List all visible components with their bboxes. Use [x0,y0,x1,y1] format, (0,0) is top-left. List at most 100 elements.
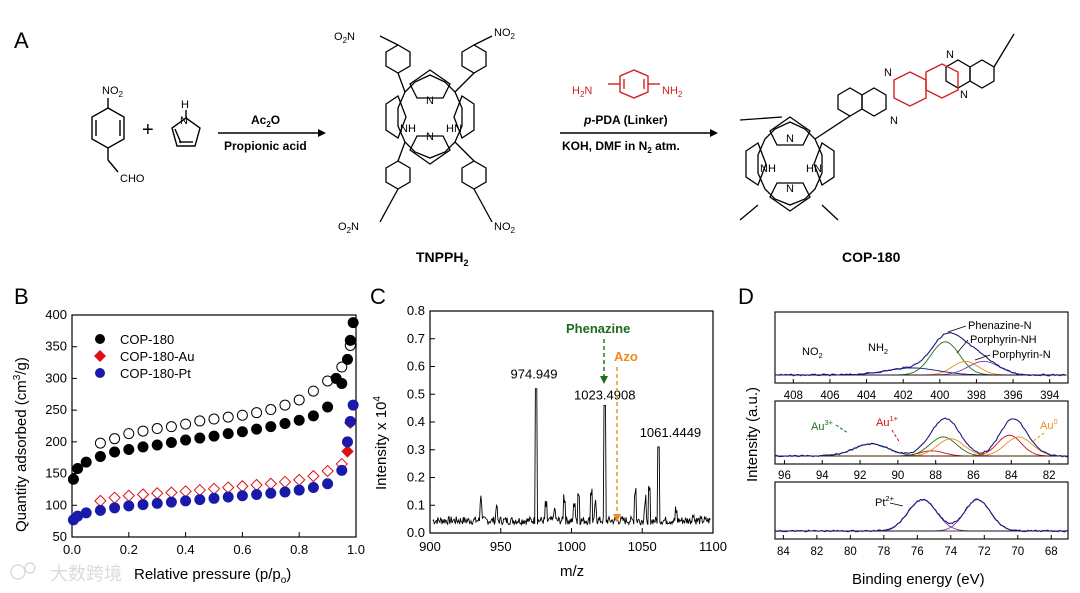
linker-nh2-left: H2N [572,85,592,99]
cop-n-3: N [946,49,954,61]
plot-c-xlabel: m/z [560,563,584,580]
b-point [165,486,178,499]
d-xtick-label: 396 [1003,390,1022,402]
xps-au4f-frame [774,400,1069,465]
xps-pt4f-frame [774,481,1069,540]
b-point [222,428,234,440]
b-point [251,423,263,435]
d-xtick-label: 80 [844,546,857,558]
d-component-curve [775,499,1068,532]
tnpph2-nitro-br: NO2 [494,221,516,235]
cop-n-2: N [890,115,898,127]
pointer-au3 [835,424,849,434]
b-point [165,421,177,433]
b-point [307,410,319,422]
legend-label-cop180-pt: COP-180-Pt [120,366,191,381]
label-nh2: NH2 [868,342,888,356]
cop180-phenazine-linker [893,63,959,107]
plot-d-ylabel: Intensity (a.u.) [744,387,761,482]
b-point [293,414,305,426]
d-xtick-label: 76 [911,546,924,558]
cop-n-top: N [786,133,794,145]
d-xtick-label: 400 [930,390,949,402]
plot-b-marks [67,317,359,526]
b-point [94,437,106,449]
b-point [236,426,248,438]
tnpph2-n-bottom: N [426,131,434,143]
d-xtick-label: 404 [857,390,877,402]
d-xtick-label: 70 [1011,546,1024,558]
b-point [336,464,348,476]
c-xtick-label: 1100 [699,539,727,554]
b-point [208,413,220,425]
b-point [265,404,277,416]
linker-nh2-right: NH2 [662,85,683,99]
panel-label-c: C [370,284,386,309]
plot-c-peak-labels: 974.949 1023.4908 1061.4449 [511,367,702,440]
c-xtick-label: 950 [490,539,512,554]
d-xtick-label: 88 [929,470,942,482]
d-xtick-label: 408 [784,390,803,402]
b-point [109,502,121,514]
pyrrole-structure [171,110,201,147]
b-point [151,497,163,509]
b-point [194,432,206,444]
d-xtick-label: 90 [891,470,904,482]
label-au0: Au0 [1040,417,1058,432]
b-point [278,475,292,489]
d-envelope-curve [774,498,1069,533]
b-point [180,495,192,507]
tnpph2-nh: NH [400,123,416,135]
b-point [250,478,263,492]
b-point [108,491,121,504]
d-envelope-curve [775,417,1069,458]
step2-reagent: p-PDA (Linker) [583,113,668,127]
pyrrole-h-label: H [181,99,189,111]
b-point [222,411,234,423]
tnpph2-nitro-tr: NO2 [494,27,516,41]
tnpph2-structure [379,35,493,223]
xps-n1s-frame [774,311,1069,384]
tnpph2-hn: HN [446,123,462,135]
reaction-arrow-1-head [318,129,326,137]
step2-conditions: KOH, DMF in N2 atm. [562,139,680,155]
b-ytick-label: 250 [45,402,67,417]
d-xtick-label: 92 [854,470,867,482]
panel-label-b: B [14,284,29,309]
b-point [150,487,164,500]
nitro-label: NO2 [102,85,124,99]
b-point [236,480,249,493]
pointer-au0 [1031,432,1045,443]
plus-sign: + [142,119,154,141]
b-xtick-label: 0.6 [233,542,251,557]
azo-arrow-head [613,514,621,522]
b-point [72,462,84,474]
plot-c-axes: 900 950 1000 1050 1100 0.0 0.1 0.2 0.3 0.4 0.5 0.6 0… [407,303,727,554]
b-point [80,507,92,519]
cop-nh: NH [760,163,776,175]
b-point [151,423,163,435]
b-point [109,446,121,458]
c-ytick-label: 0.2 [407,470,425,485]
phenazine-arrow-head [600,376,608,384]
b-point [336,361,348,373]
b-point [165,496,177,508]
d-xtick-label: 402 [894,390,913,402]
pointer-porphyrin-n [974,354,991,361]
c-peak-label: 974.949 [511,367,558,382]
b-ytick-label: 300 [45,370,67,385]
b-point [307,385,319,397]
watermark: 大数跨境 [10,562,122,585]
d-envelope-curve [774,332,1067,377]
cop-n-bottom: N [786,183,794,195]
plot-c-frame [429,310,714,534]
b-point [208,430,220,442]
d-xtick-label: 84 [777,546,790,558]
watermark-logo-icon [10,564,26,580]
b-point [194,494,206,506]
c-ytick-label: 0.4 [407,414,425,429]
b-point [293,394,305,406]
b-point [264,477,278,490]
legend-label-cop180-au: COP-180-Au [120,349,194,364]
